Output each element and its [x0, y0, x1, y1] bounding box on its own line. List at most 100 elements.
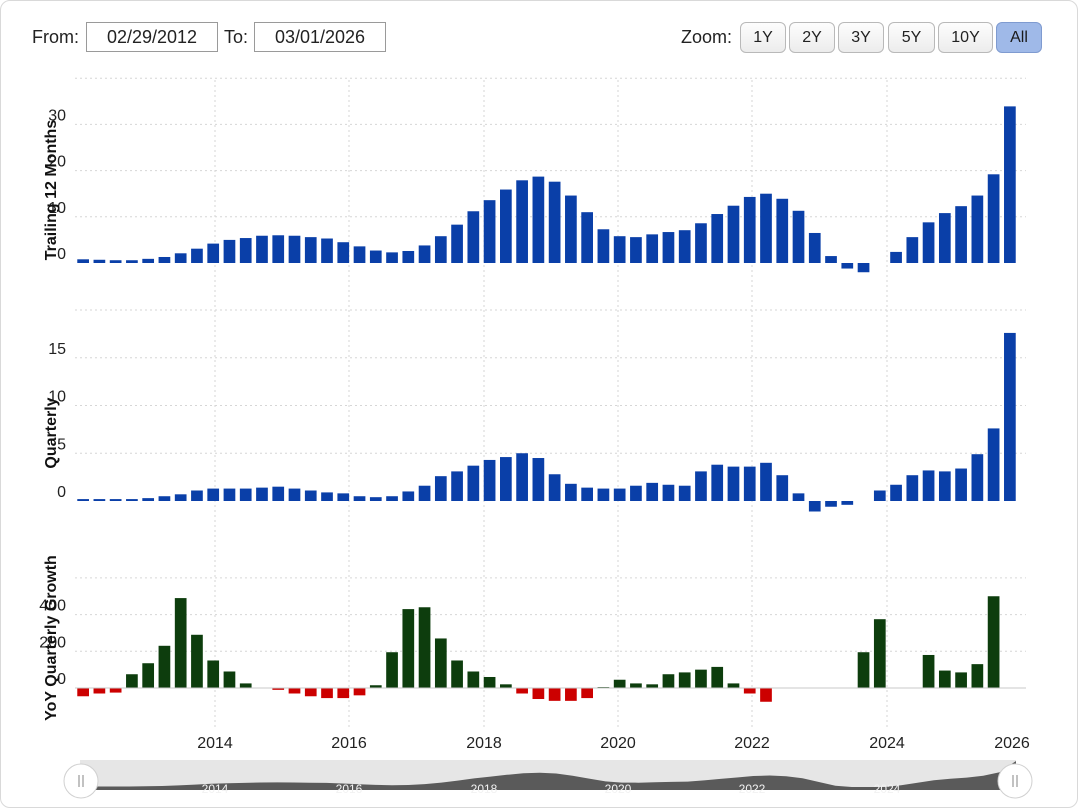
- bar[interactable]: [483, 676, 496, 688]
- bar[interactable]: [288, 688, 301, 694]
- bar[interactable]: [711, 214, 724, 263]
- bar[interactable]: [191, 248, 203, 263]
- bar[interactable]: [288, 235, 301, 263]
- bar[interactable]: [207, 488, 220, 501]
- bar[interactable]: [532, 458, 545, 501]
- bar[interactable]: [369, 497, 382, 501]
- bar[interactable]: [646, 482, 659, 501]
- bar[interactable]: [467, 671, 480, 688]
- bar[interactable]: [938, 471, 951, 501]
- bar[interactable]: [922, 222, 935, 263]
- navigator-right-handle[interactable]: [997, 763, 1033, 799]
- bar[interactable]: [402, 609, 415, 688]
- bar[interactable]: [630, 485, 642, 501]
- bar[interactable]: [662, 484, 675, 501]
- bar[interactable]: [223, 671, 236, 688]
- bar[interactable]: [760, 462, 772, 501]
- bar[interactable]: [256, 235, 268, 263]
- bar[interactable]: [971, 195, 984, 263]
- bar[interactable]: [776, 475, 789, 501]
- bar[interactable]: [695, 223, 707, 263]
- bar[interactable]: [678, 672, 691, 688]
- bar[interactable]: [223, 488, 236, 501]
- bar[interactable]: [516, 453, 528, 501]
- zoom-1y-button[interactable]: 1Y: [740, 22, 786, 53]
- bar[interactable]: [158, 256, 171, 263]
- bar[interactable]: [109, 688, 122, 693]
- bar[interactable]: [678, 485, 691, 501]
- bar[interactable]: [304, 688, 317, 697]
- bar[interactable]: [272, 235, 285, 263]
- bar[interactable]: [1004, 332, 1016, 501]
- bar[interactable]: [971, 664, 984, 688]
- bar[interactable]: [321, 492, 333, 501]
- bar[interactable]: [565, 195, 577, 263]
- bar[interactable]: [548, 181, 561, 263]
- bar[interactable]: [77, 688, 89, 697]
- bar[interactable]: [191, 490, 203, 502]
- bar[interactable]: [207, 243, 220, 263]
- bar[interactable]: [630, 683, 642, 688]
- bar[interactable]: [906, 237, 919, 263]
- bar[interactable]: [386, 496, 398, 501]
- bar[interactable]: [743, 196, 756, 263]
- bar[interactable]: [126, 499, 138, 501]
- bar[interactable]: [987, 428, 1000, 501]
- bar[interactable]: [304, 237, 317, 263]
- zoom-2y-button[interactable]: 2Y: [789, 22, 835, 53]
- bar[interactable]: [256, 487, 268, 501]
- bar[interactable]: [873, 619, 886, 688]
- bar[interactable]: [93, 499, 106, 501]
- zoom-all-button[interactable]: All: [996, 22, 1042, 53]
- bar[interactable]: [613, 236, 626, 263]
- bar[interactable]: [402, 491, 415, 501]
- bar[interactable]: [808, 232, 821, 263]
- bar[interactable]: [109, 260, 122, 263]
- bar[interactable]: [126, 260, 138, 263]
- bar[interactable]: [467, 211, 480, 263]
- bar[interactable]: [369, 685, 382, 688]
- bar[interactable]: [987, 174, 1000, 263]
- to-date-input[interactable]: 03/01/2026: [254, 22, 386, 52]
- bar[interactable]: [223, 239, 236, 263]
- bar[interactable]: [77, 259, 89, 263]
- bar[interactable]: [906, 475, 919, 501]
- bar[interactable]: [321, 238, 333, 263]
- bar[interactable]: [581, 212, 593, 263]
- bar[interactable]: [727, 683, 740, 688]
- bar[interactable]: [434, 476, 447, 501]
- bar[interactable]: [174, 598, 187, 688]
- bar[interactable]: [418, 245, 431, 263]
- bar[interactable]: [662, 232, 675, 263]
- bar[interactable]: [369, 250, 382, 263]
- bar[interactable]: [304, 490, 317, 502]
- bar[interactable]: [321, 688, 333, 699]
- bar[interactable]: [890, 251, 902, 263]
- bar[interactable]: [500, 457, 512, 501]
- bar[interactable]: [353, 688, 366, 696]
- bar[interactable]: [630, 237, 642, 263]
- bar[interactable]: [451, 660, 463, 688]
- bar[interactable]: [174, 253, 187, 263]
- bar[interactable]: [938, 670, 951, 688]
- bar[interactable]: [418, 485, 431, 501]
- bar[interactable]: [695, 669, 707, 688]
- bar[interactable]: [597, 229, 610, 263]
- bar[interactable]: [776, 198, 789, 263]
- bar[interactable]: [857, 652, 870, 688]
- bar[interactable]: [662, 674, 675, 688]
- bar[interactable]: [597, 488, 610, 501]
- bar[interactable]: [451, 471, 463, 501]
- bar[interactable]: [126, 674, 138, 688]
- bar[interactable]: [873, 490, 886, 502]
- bar[interactable]: [565, 483, 577, 501]
- bar[interactable]: [239, 238, 252, 263]
- bar[interactable]: [500, 684, 512, 688]
- bar[interactable]: [93, 688, 106, 694]
- zoom-5y-button[interactable]: 5Y: [888, 22, 935, 53]
- navigator[interactable]: 2014 2016 2018 2020 2022 2024: [63, 760, 1033, 799]
- bar[interactable]: [239, 488, 252, 501]
- bar[interactable]: [565, 688, 577, 701]
- bar[interactable]: [613, 679, 626, 688]
- bar[interactable]: [857, 263, 870, 273]
